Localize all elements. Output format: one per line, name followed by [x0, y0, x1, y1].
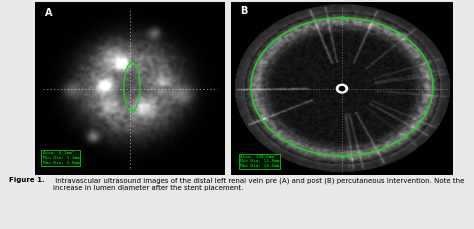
Text: Figure 1.: Figure 1. — [9, 177, 45, 183]
Circle shape — [337, 84, 347, 93]
Text: B: B — [240, 6, 247, 16]
Circle shape — [339, 87, 345, 91]
Text: Area: 5.1mm²
Min Dia: 1.1mm
Max Dia: 5.6mm: Area: 5.1mm² Min Dia: 1.1mm Max Dia: 5.6… — [43, 151, 79, 165]
Text: Area: 138.6mm²
Min Dia: 11.8mm
Max Dia: 14.6mm: Area: 138.6mm² Min Dia: 11.8mm Max Dia: … — [240, 155, 279, 168]
Text: Intravascular ultrasound images of the distal left renal vein pre (A) and post (: Intravascular ultrasound images of the d… — [53, 177, 465, 191]
Text: A: A — [45, 8, 52, 18]
